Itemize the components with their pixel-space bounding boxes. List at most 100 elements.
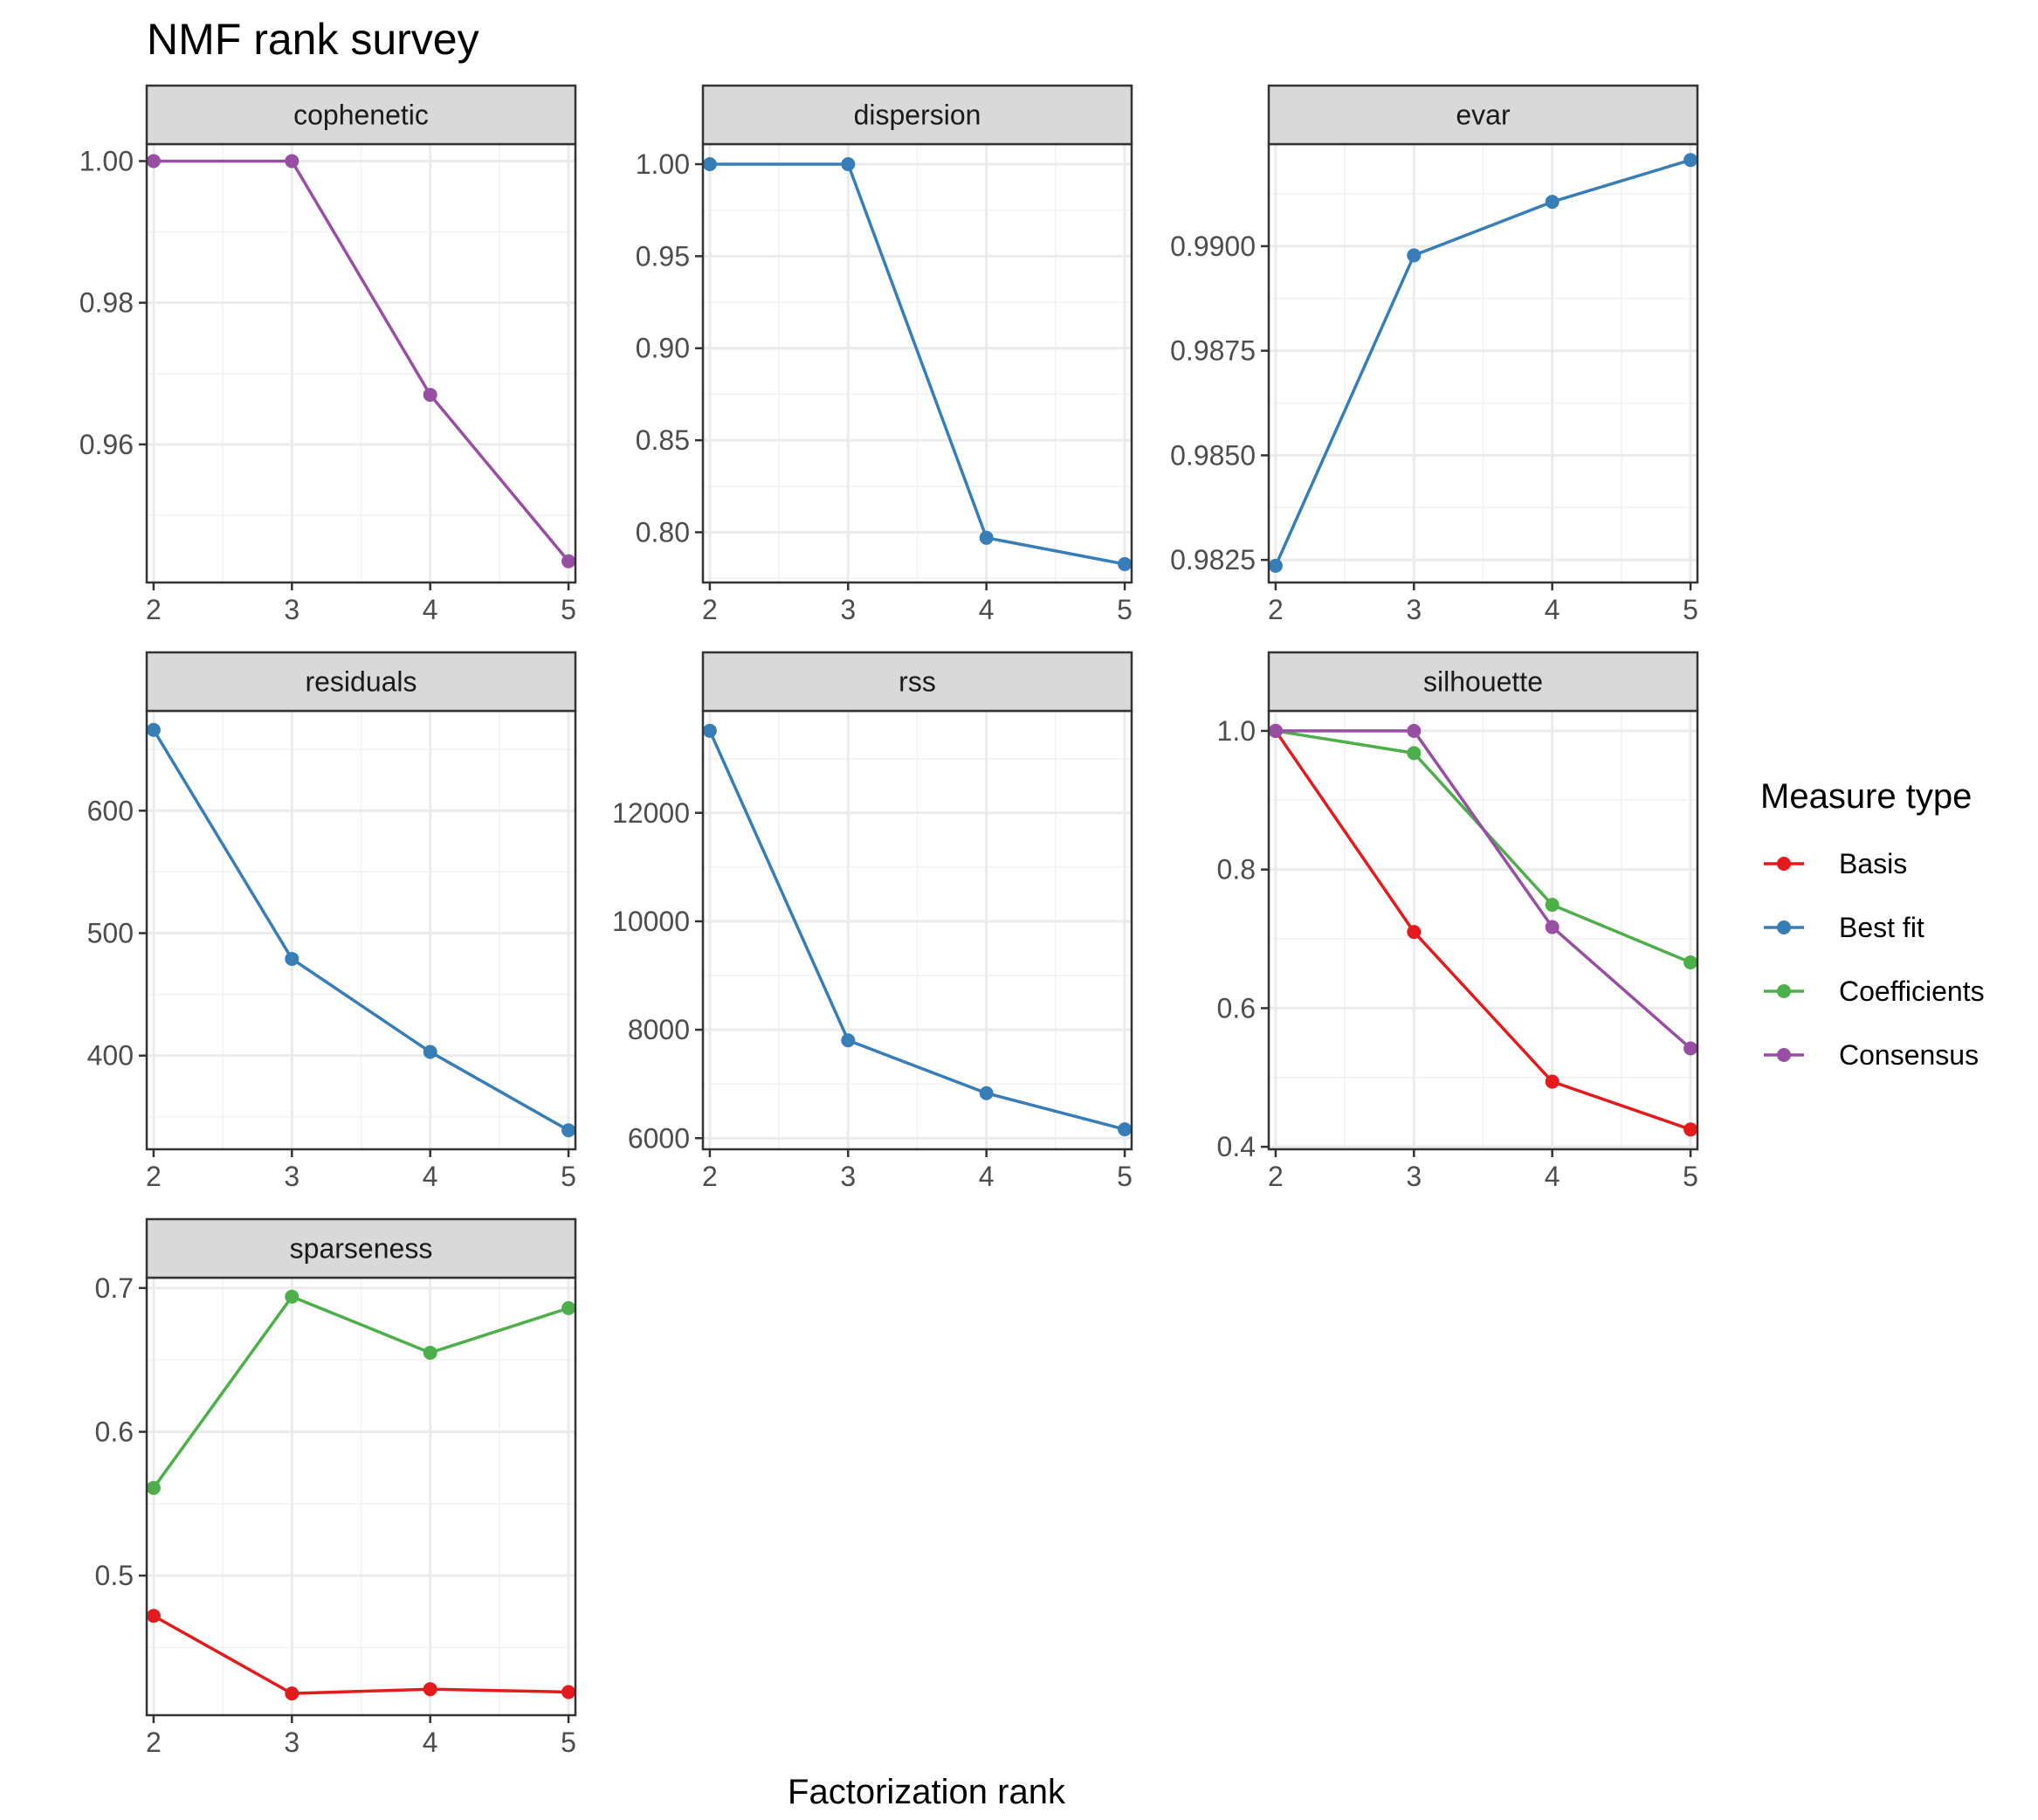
- y-tick-label: 0.90: [636, 333, 690, 364]
- x-tick-label: 4: [423, 1727, 438, 1758]
- x-axis-title: Factorization rank: [788, 1773, 1066, 1811]
- x-tick-label: 5: [561, 594, 576, 625]
- data-point-consensus: [423, 388, 437, 403]
- legend-item-coefficients: Coefficients: [1764, 975, 1985, 1007]
- data-point-coefficients: [423, 1345, 437, 1360]
- data-point-basis: [1545, 1074, 1559, 1089]
- data-point-consensus: [561, 554, 576, 569]
- panel-silhouette: silhouette 0.4 0.6 0.8 1.0 2 3 4 5: [1217, 651, 1699, 1192]
- series-line-coefficients: [152, 1294, 569, 1489]
- data-point-consensus: [1683, 1041, 1698, 1056]
- legend-key-point-consensus: [1777, 1048, 1791, 1062]
- y-tick-label: 0.9900: [1170, 231, 1256, 262]
- data-point-best-fit: [423, 1044, 437, 1059]
- y-tick-label: 0.8: [1217, 854, 1256, 886]
- x-tick-label: 5: [561, 1727, 576, 1758]
- y-tick-label: 0.80: [636, 516, 690, 548]
- legend-title: Measure type: [1760, 777, 1972, 816]
- y-tick-label: 1.00: [636, 148, 690, 180]
- x-tick-label: 2: [702, 594, 718, 625]
- strip-label: sparseness: [290, 1233, 433, 1265]
- y-tick-label: 12000: [612, 797, 690, 829]
- strip-background: [1267, 651, 1699, 713]
- x-tick-label: 3: [284, 1161, 300, 1192]
- strip-background: [701, 84, 1133, 146]
- y-tick-label: 0.98: [79, 287, 134, 319]
- legend-key-point-best-fit: [1777, 920, 1791, 934]
- strip-label: silhouette: [1423, 666, 1543, 698]
- x-tick-label: 3: [284, 594, 300, 625]
- y-tick-label: 1.0: [1217, 715, 1256, 747]
- data-point-consensus: [1407, 723, 1422, 738]
- x-tick-label: 5: [1683, 1161, 1698, 1192]
- panel-rss: rss 6000 8000 10000 12000 2 3 4 5: [612, 651, 1133, 1192]
- x-tick-label: 2: [1268, 1161, 1284, 1192]
- data-point-best-fit: [702, 723, 717, 738]
- x-tick-label: 4: [423, 1161, 438, 1192]
- strip-label: rss: [899, 666, 936, 698]
- x-tick-label: 4: [1545, 1161, 1560, 1192]
- y-tick-label: 0.95: [636, 240, 690, 272]
- data-point-basis: [1407, 925, 1422, 940]
- data-point-best-fit: [1268, 558, 1283, 573]
- y-tick-label: 10000: [612, 906, 690, 937]
- data-point-best-fit: [285, 951, 300, 966]
- x-tick-label: 4: [423, 594, 438, 625]
- x-tick-label: 3: [840, 1161, 856, 1192]
- panel-residuals: residuals 400 500 600 2 3 4 5: [87, 651, 577, 1192]
- data-point-coefficients: [1545, 898, 1559, 913]
- x-tick-label: 3: [1406, 1161, 1422, 1192]
- y-tick-label: 600: [87, 795, 134, 826]
- x-tick-label: 4: [1545, 594, 1560, 625]
- x-tick-label: 3: [1406, 594, 1422, 625]
- y-tick-label: 0.96: [79, 429, 134, 460]
- strip-label: dispersion: [854, 100, 981, 131]
- series-line-best-fit: [708, 730, 1126, 1131]
- data-point-coefficients: [561, 1300, 576, 1315]
- y-tick-label: 0.4: [1217, 1131, 1256, 1162]
- y-tick-label: 500: [87, 918, 134, 949]
- data-point-coefficients: [1407, 746, 1422, 761]
- legend-key-point-coefficients: [1777, 984, 1791, 998]
- legend: Measure type Basis Best fit Coefficients Co…: [1760, 777, 1985, 1071]
- x-tick-label: 5: [1117, 594, 1133, 625]
- y-tick-label: 400: [87, 1040, 134, 1072]
- strip-label: residuals: [305, 666, 417, 698]
- x-tick-label: 4: [979, 1161, 995, 1192]
- y-tick-label: 8000: [628, 1014, 690, 1045]
- x-tick-label: 3: [284, 1727, 300, 1758]
- data-point-consensus: [146, 154, 161, 169]
- data-point-coefficients: [1683, 955, 1698, 970]
- x-tick-label: 2: [146, 1727, 162, 1758]
- series-line-consensus: [153, 159, 570, 562]
- legend-key-point-basis: [1777, 857, 1791, 871]
- data-point-best-fit: [979, 1086, 994, 1100]
- strip-background: [145, 651, 577, 713]
- strip-label: evar: [1456, 100, 1511, 131]
- data-point-best-fit: [1118, 1122, 1133, 1137]
- data-point-best-fit: [146, 722, 161, 737]
- series-line-best-fit: [1274, 158, 1691, 567]
- strip-label: cophenetic: [293, 100, 429, 131]
- x-tick-label: 2: [146, 594, 162, 625]
- data-point-best-fit: [979, 530, 994, 545]
- y-tick-label: 0.85: [636, 424, 690, 456]
- x-tick-label: 5: [1683, 594, 1698, 625]
- strip-background: [701, 651, 1133, 713]
- data-point-coefficients: [285, 1289, 300, 1304]
- panel-dispersion: dispersion 0.80 0.85 0.90 0.95 1.00 2 3 4 5: [636, 84, 1133, 625]
- data-point-basis: [285, 1686, 300, 1701]
- chart-title: NMF rank survey: [147, 15, 479, 64]
- panel-cophenetic: cophenetic 0.96 0.98 1.00 2 3 4 5: [79, 84, 577, 625]
- legend-label-basis: Basis: [1839, 848, 1907, 879]
- data-point-basis: [1683, 1122, 1698, 1137]
- data-point-basis: [146, 1609, 161, 1624]
- y-tick-label: 0.9875: [1170, 335, 1256, 367]
- data-point-consensus: [1545, 920, 1559, 934]
- legend-item-basis: Basis: [1764, 848, 1907, 879]
- x-tick-label: 5: [561, 1161, 576, 1192]
- data-point-best-fit: [841, 1033, 856, 1048]
- x-tick-label: 2: [146, 1161, 162, 1192]
